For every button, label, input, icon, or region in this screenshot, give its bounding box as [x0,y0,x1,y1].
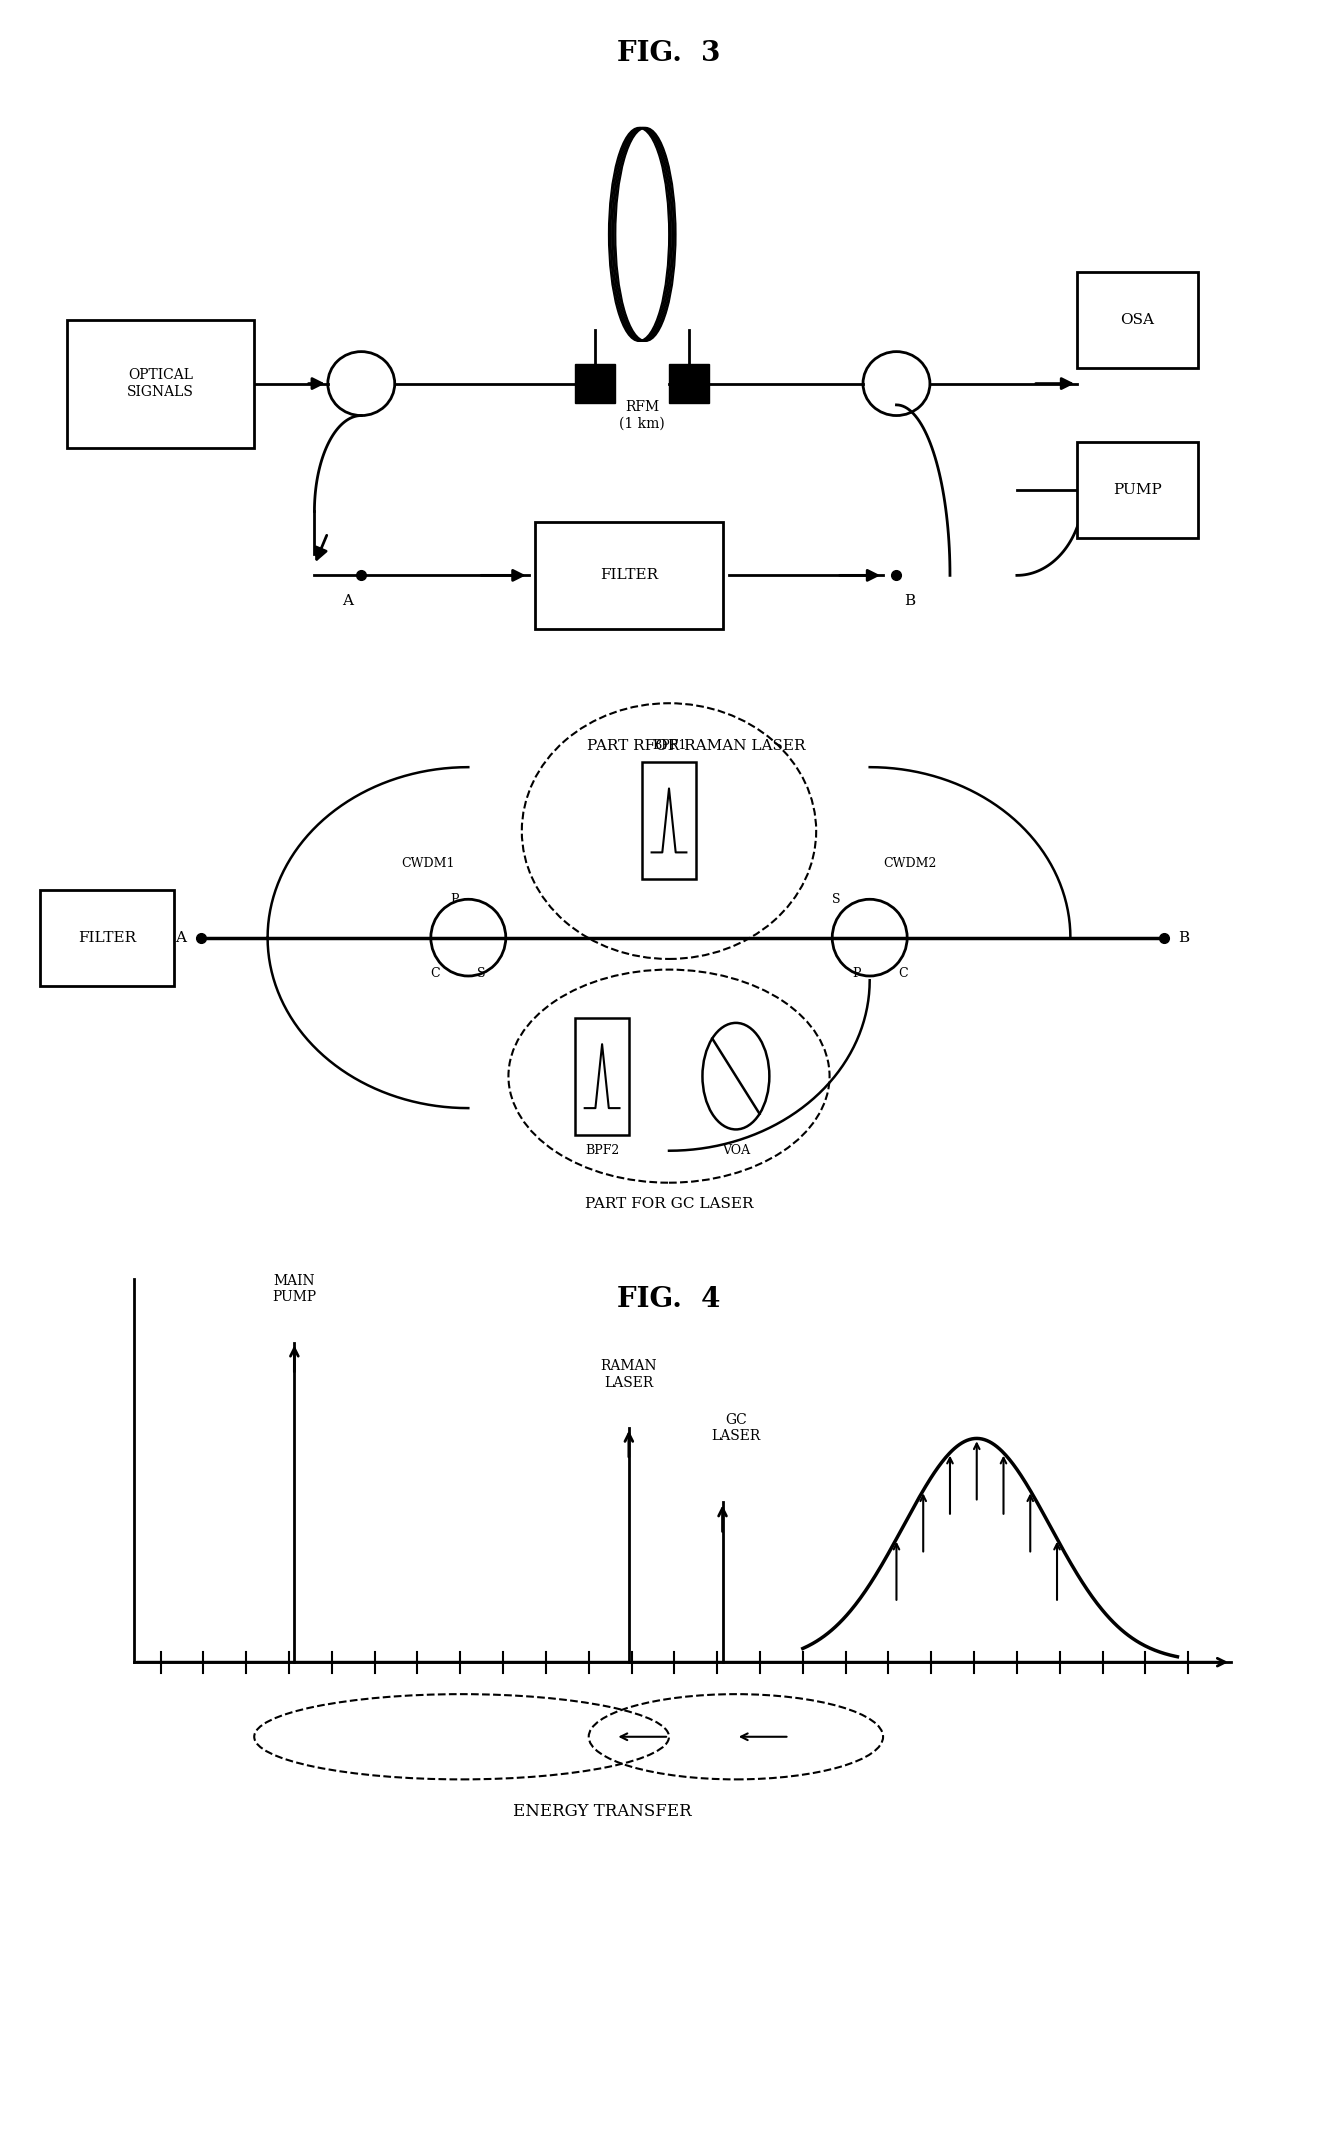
Text: PART FOR GC LASER: PART FOR GC LASER [585,1198,753,1210]
Text: FIG.  3: FIG. 3 [617,40,721,66]
Bar [575,364,615,403]
Text: FILTER: FILTER [78,931,136,944]
Bar [669,364,709,403]
Text: GC
LASER: GC LASER [712,1413,760,1443]
Text: BPF2: BPF2 [585,1144,619,1157]
Text: VOA: VOA [721,1144,751,1157]
Text: C: C [898,967,909,980]
Text: B: B [904,595,915,607]
Text: C: C [429,967,440,980]
FancyBboxPatch shape [1077,273,1198,369]
Text: ENERGY TRANSFER: ENERGY TRANSFER [512,1803,692,1820]
Text: A: A [343,595,353,607]
Text: S: S [478,967,486,980]
Text: RFM
(1 km): RFM (1 km) [619,401,665,430]
Text: RAMAN
LASER: RAMAN LASER [601,1360,657,1389]
Text: PUMP: PUMP [1113,484,1161,497]
Text: FIG.  4: FIG. 4 [617,1287,721,1313]
Text: B: B [1179,931,1189,944]
FancyBboxPatch shape [40,891,174,985]
Text: BPF1: BPF1 [652,739,686,752]
Bar [575,1019,629,1134]
FancyBboxPatch shape [535,522,723,629]
Bar [642,763,696,880]
Text: CWDM2: CWDM2 [883,857,937,869]
FancyBboxPatch shape [67,320,254,448]
Text: FILTER: FILTER [599,569,658,582]
FancyBboxPatch shape [1077,443,1198,539]
Text: P: P [451,893,459,906]
Text: S: S [832,893,840,906]
Text: A: A [175,931,186,944]
Text: CWDM1: CWDM1 [401,857,455,869]
Text: OPTICAL
SIGNALS: OPTICAL SIGNALS [127,369,194,398]
Text: MAIN
PUMP: MAIN PUMP [273,1274,316,1304]
Text: P: P [852,967,860,980]
Text: OSA: OSA [1120,313,1155,326]
Text: PART RFOR RAMAN LASER: PART RFOR RAMAN LASER [586,739,805,752]
